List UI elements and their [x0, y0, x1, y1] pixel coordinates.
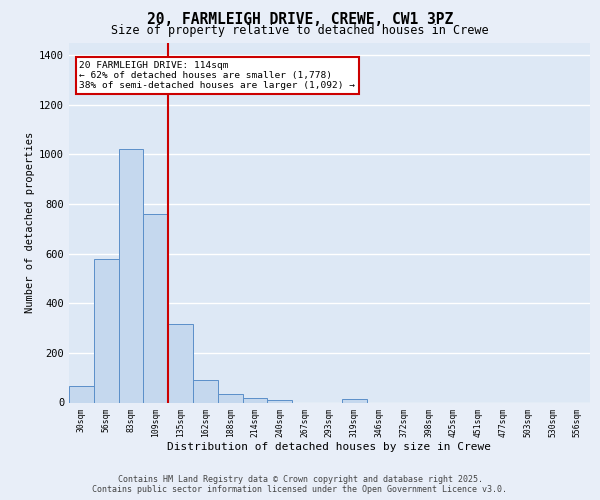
X-axis label: Distribution of detached houses by size in Crewe: Distribution of detached houses by size …	[167, 442, 491, 452]
Text: 20 FARMLEIGH DRIVE: 114sqm
← 62% of detached houses are smaller (1,778)
38% of s: 20 FARMLEIGH DRIVE: 114sqm ← 62% of deta…	[79, 60, 355, 90]
Bar	[94, 258, 119, 402]
Bar	[143, 214, 168, 402]
Bar	[218, 394, 242, 402]
Text: 20, FARMLEIGH DRIVE, CREWE, CW1 3PZ: 20, FARMLEIGH DRIVE, CREWE, CW1 3PZ	[147, 12, 453, 28]
Y-axis label: Number of detached properties: Number of detached properties	[25, 132, 35, 313]
Bar	[193, 380, 218, 402]
Text: Contains HM Land Registry data © Crown copyright and database right 2025.
Contai: Contains HM Land Registry data © Crown c…	[92, 474, 508, 494]
Bar	[69, 386, 94, 402]
Bar	[342, 399, 367, 402]
Bar	[242, 398, 268, 402]
Bar	[268, 400, 292, 402]
Text: Size of property relative to detached houses in Crewe: Size of property relative to detached ho…	[111, 24, 489, 37]
Bar	[119, 150, 143, 402]
Bar	[168, 324, 193, 402]
